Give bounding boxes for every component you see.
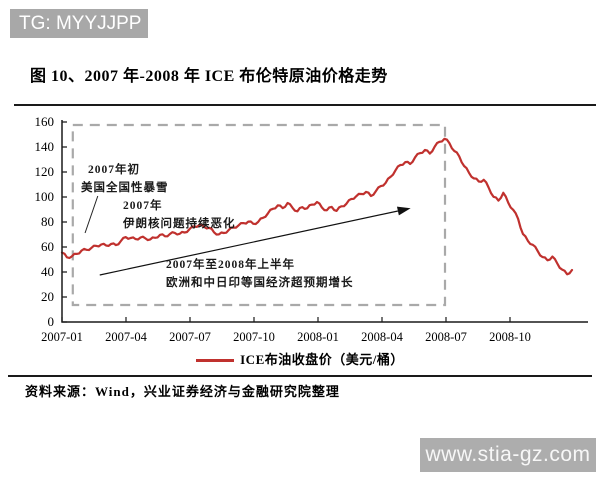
legend-label: ICE布油收盘价（美元/桶） <box>240 352 404 367</box>
x-tick-label: 2008-10 <box>489 330 531 344</box>
y-tick-label: 140 <box>34 139 55 154</box>
source-note: 资料来源：Wind，兴业证券经济与金融研究院整理 <box>25 384 340 399</box>
annotation-blizzard-line2: 美国全国性暴雪 <box>81 182 169 194</box>
price-series-line <box>60 137 574 276</box>
y-tick-label: 60 <box>41 239 54 254</box>
y-tick-label: 0 <box>47 314 55 329</box>
legend-line-swatch <box>196 358 235 362</box>
x-tick-label: 2007-01 <box>41 330 83 344</box>
y-tick-label: 120 <box>34 164 55 179</box>
trend-arrow-head <box>396 206 411 216</box>
y-tick-label: 80 <box>41 214 54 229</box>
x-tick-label: 2008-01 <box>297 330 339 344</box>
x-tick-label: 2007-07 <box>169 330 211 344</box>
y-tick-label: 20 <box>41 289 54 304</box>
trend-arrow-line <box>99 210 399 276</box>
x-tick-label: 2008-07 <box>425 330 467 344</box>
figure-title: 图 10、2007 年-2008 年 ICE 布伦特原油价格走势 <box>30 68 388 85</box>
y-tick-label: 160 <box>34 114 55 129</box>
y-tick-label: 40 <box>41 264 54 279</box>
highlight-dashed-box <box>71 123 447 307</box>
annotation-growth-line2: 欧洲和中日印等国经济超预期增长 <box>166 277 354 289</box>
x-tick-label: 2008-04 <box>361 330 403 344</box>
title-divider <box>14 104 596 106</box>
annotation-blizzard-line1: 2007年初 <box>88 164 140 176</box>
watermark-url: www.stia-gz.com <box>420 438 596 472</box>
x-tick-label: 2007-10 <box>233 330 275 344</box>
annotation-iran-line2: 伊朗核问题持续恶化 <box>123 218 236 230</box>
chart-legend: ICE布油收盘价（美元/桶） <box>0 351 600 369</box>
axis-ticks <box>61 121 511 323</box>
annotation-growth-line1: 2007年至2008年上半年 <box>166 259 295 271</box>
x-tick-label: 2007-04 <box>105 330 147 344</box>
source-divider <box>8 375 592 377</box>
annotation-callout-line <box>84 195 99 234</box>
y-tick-label: 100 <box>34 189 55 204</box>
annotation-iran-line1: 2007年 <box>123 200 163 212</box>
channel-badge: TG: MYYJJPP <box>10 9 148 38</box>
